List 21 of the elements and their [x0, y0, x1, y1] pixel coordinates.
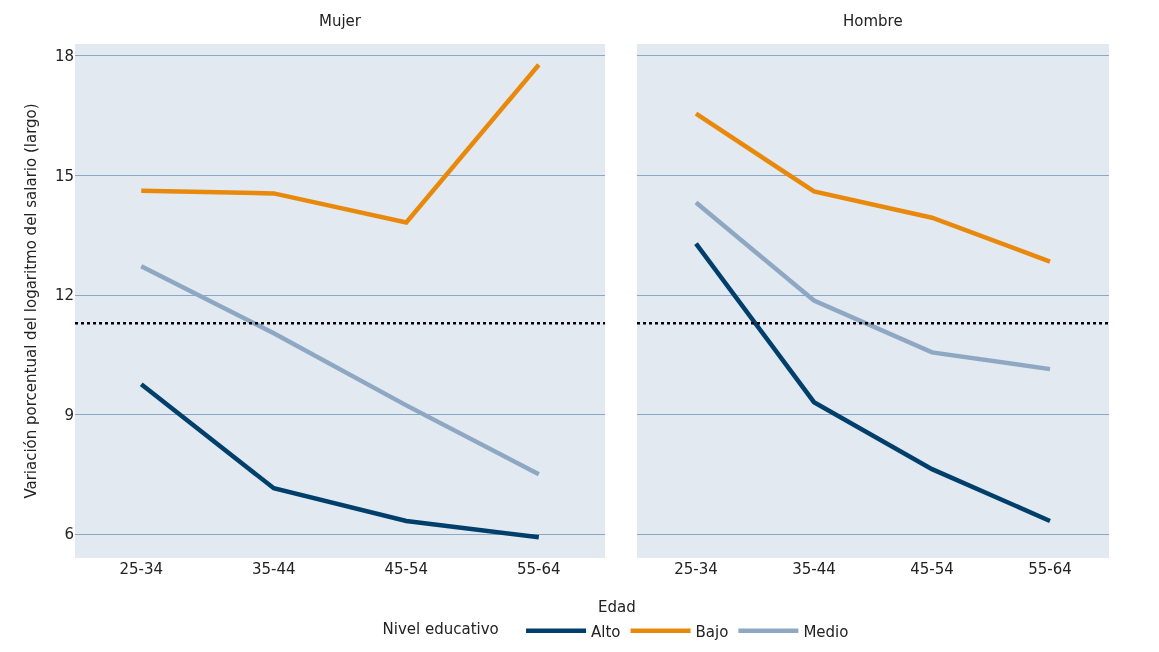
x-tick-label: 25-34 [119, 560, 164, 578]
x-tick-label: 45-54 [910, 560, 954, 578]
x-tick-label: 35-44 [251, 560, 296, 578]
y-tick-label: 9 [64, 405, 74, 424]
legend-label: Medio [803, 622, 849, 641]
y-axis-title: Variación porcentual del logaritmo del salario (largo) [22, 103, 41, 499]
x-tick-label: 55-64 [517, 560, 561, 578]
y-tick-label: 18 [54, 47, 74, 66]
x-tick-label: 55-64 [1028, 560, 1072, 578]
chart-title: Mujer [319, 12, 362, 30]
x-tick-label: 45-54 [384, 560, 429, 578]
x-tick-label: 35-44 [792, 560, 836, 578]
y-tick-label: 12 [54, 286, 74, 305]
legend-label: Bajo [695, 622, 729, 641]
y-tick-label: 15 [54, 166, 74, 185]
legend-label: Alto [591, 622, 621, 641]
legend-title: Nivel educativo [382, 620, 514, 639]
x-axis-title: Edad [598, 598, 636, 616]
chart-title: Hombre [843, 12, 903, 30]
x-tick-label: 25-34 [674, 560, 718, 578]
y-tick-label: 6 [64, 525, 74, 544]
